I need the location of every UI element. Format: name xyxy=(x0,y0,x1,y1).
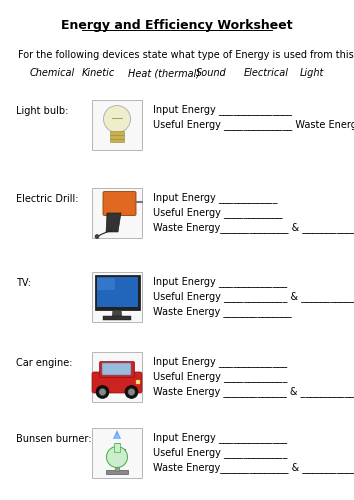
Text: Input Energy ______________: Input Energy ______________ xyxy=(153,356,287,367)
Bar xyxy=(106,470,128,474)
Polygon shape xyxy=(113,430,121,439)
Bar xyxy=(136,380,139,384)
Text: Waste Energy______________ & ______________: Waste Energy______________ & ___________… xyxy=(153,462,354,473)
Text: Car engine:: Car engine: xyxy=(16,358,73,368)
Text: Input Energy ____________: Input Energy ____________ xyxy=(153,192,278,203)
Text: Waste Energy ______________: Waste Energy ______________ xyxy=(153,306,292,317)
Bar xyxy=(115,443,119,470)
Text: Light: Light xyxy=(300,68,324,78)
Text: Electric Drill:: Electric Drill: xyxy=(16,194,79,204)
Circle shape xyxy=(103,106,131,132)
FancyBboxPatch shape xyxy=(92,428,142,478)
FancyBboxPatch shape xyxy=(92,100,142,150)
Circle shape xyxy=(128,388,135,396)
Text: Useful Energy _____________ & _____________: Useful Energy _____________ & __________… xyxy=(153,291,354,302)
Circle shape xyxy=(125,386,138,398)
Bar xyxy=(114,443,120,452)
FancyBboxPatch shape xyxy=(92,352,142,402)
Text: Electrical: Electrical xyxy=(244,68,289,78)
Text: Sound: Sound xyxy=(196,68,227,78)
Bar xyxy=(103,316,131,320)
Circle shape xyxy=(99,388,106,396)
Bar xyxy=(97,278,114,290)
Bar xyxy=(115,449,125,452)
Text: Bunsen burner:: Bunsen burner: xyxy=(16,434,91,444)
Circle shape xyxy=(96,386,109,398)
Text: Heat (thermal): Heat (thermal) xyxy=(128,68,200,78)
Text: Useful Energy ______________ Waste Energy ___________: Useful Energy ______________ Waste Energ… xyxy=(153,119,354,130)
Polygon shape xyxy=(112,310,122,316)
FancyBboxPatch shape xyxy=(102,363,131,375)
Bar xyxy=(95,275,139,310)
Text: Input Energy _______________: Input Energy _______________ xyxy=(153,104,292,115)
Text: Useful Energy ____________: Useful Energy ____________ xyxy=(153,207,282,218)
Text: Input Energy ______________: Input Energy ______________ xyxy=(153,432,287,443)
Text: Chemical: Chemical xyxy=(30,68,75,78)
Text: TV:: TV: xyxy=(16,278,31,288)
FancyBboxPatch shape xyxy=(92,372,142,393)
FancyBboxPatch shape xyxy=(99,362,135,378)
Text: For the following devices state what type of Energy is used from this list:: For the following devices state what typ… xyxy=(18,50,354,60)
Polygon shape xyxy=(114,433,120,439)
Text: Useful Energy _____________: Useful Energy _____________ xyxy=(153,371,287,382)
Text: Energy and Efficiency Worksheet: Energy and Efficiency Worksheet xyxy=(61,20,293,32)
Bar xyxy=(110,138,124,142)
FancyBboxPatch shape xyxy=(92,272,142,322)
Bar xyxy=(97,277,137,307)
Text: Waste Energy _____________ & _____________: Waste Energy _____________ & ___________… xyxy=(153,386,354,397)
Text: Useful Energy _____________: Useful Energy _____________ xyxy=(153,447,287,458)
Circle shape xyxy=(107,446,127,468)
Text: Kinetic: Kinetic xyxy=(82,68,115,78)
Polygon shape xyxy=(106,213,121,232)
Bar xyxy=(110,131,124,134)
FancyBboxPatch shape xyxy=(103,192,136,216)
Text: Light bulb:: Light bulb: xyxy=(16,106,68,116)
Text: Input Energy ______________: Input Energy ______________ xyxy=(153,276,287,287)
Bar xyxy=(110,135,124,138)
FancyBboxPatch shape xyxy=(92,188,142,238)
Text: Waste Energy______________ & ______________: Waste Energy______________ & ___________… xyxy=(153,222,354,233)
Circle shape xyxy=(95,234,99,238)
